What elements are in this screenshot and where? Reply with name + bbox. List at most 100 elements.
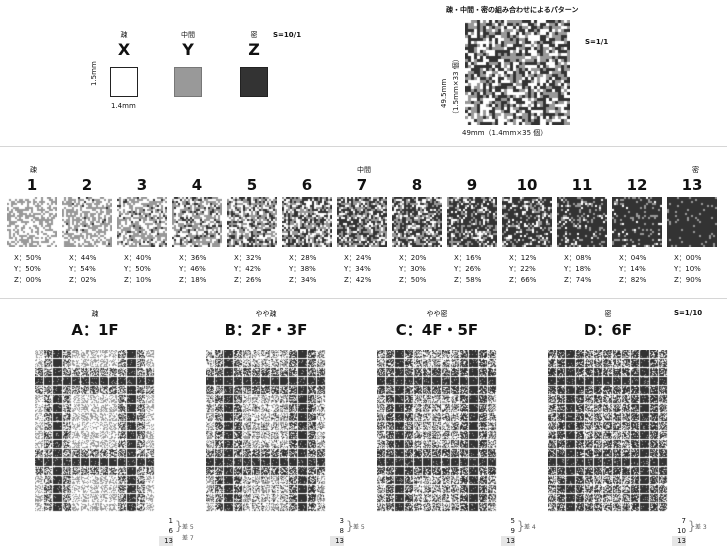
density-z-percent: Z：74% <box>564 276 592 284</box>
width-dimension: 1.4mm <box>111 102 136 110</box>
floor-mix-number: 10 <box>677 527 686 535</box>
density-y-percent: Y：38% <box>289 265 316 273</box>
density-percentages: X：08% Y：18% Z：74% <box>554 253 606 286</box>
density-number: 13 <box>681 176 703 194</box>
scale-label-floors: S=1/10 <box>674 309 703 317</box>
floor-mix-numbers: 5 9 13 <box>501 516 515 546</box>
density-percentages: X：00% Y：10% Z：90% <box>664 253 716 286</box>
material-y-letter: Y <box>182 40 194 59</box>
material-z-density: 密 <box>250 31 258 39</box>
density-y-percent: Y：50% <box>14 265 41 273</box>
density-z-percent: Z：50% <box>399 276 427 284</box>
floor-mix-numbers: 7 10 13 <box>672 516 686 546</box>
floor-pattern-grid <box>206 350 326 512</box>
density-percentages: X：04% Y：14% Z：82% <box>609 253 661 286</box>
density-percentages: X：28% Y：38% Z：34% <box>279 253 331 286</box>
density-percentages: X：50% Y：50% Z：00% <box>4 253 56 286</box>
divider-middle <box>0 298 727 299</box>
floor-title: D：6F <box>583 321 633 339</box>
density-number: 2 <box>81 176 93 194</box>
density-x-percent: X：40% <box>124 254 152 262</box>
floor-pattern-grid <box>35 350 155 512</box>
floor-diff-note: 差 5 <box>353 524 365 531</box>
density-x-percent: X：20% <box>399 254 427 262</box>
density-number: 6 <box>301 176 313 194</box>
density-y-percent: Y：46% <box>179 265 206 273</box>
density-y-percent: Y：30% <box>399 265 426 273</box>
density-x-percent: X：36% <box>179 254 207 262</box>
density-percentages: X：44% Y：54% Z：02% <box>59 253 111 286</box>
divider-top <box>0 146 727 147</box>
floor-mix-number: 9 <box>510 527 515 535</box>
scale-label-left: S=10/1 <box>273 31 302 39</box>
density-percentages: X：24% Y：34% Z：42% <box>334 253 386 286</box>
density-number: 4 <box>191 176 203 194</box>
density-x-percent: X：44% <box>69 254 97 262</box>
density-swatch <box>667 197 717 247</box>
floor-mix-number: 5 <box>510 517 515 525</box>
pattern-width-dimension: 49mm（1.4mm×35 個） <box>462 129 548 137</box>
density-swatch <box>282 197 332 247</box>
density-percentages: X：36% Y：46% Z：18% <box>169 253 221 286</box>
height-dimension: 1.5mm <box>90 61 98 86</box>
floor-mix-number-highlight: 13 <box>330 536 344 546</box>
density-swatch <box>7 197 57 247</box>
floor-density-label: 密 <box>604 310 612 318</box>
density-x-percent: X：04% <box>619 254 647 262</box>
floor-mix-number: 13 <box>159 536 173 546</box>
brace-icon: } <box>175 519 183 533</box>
density-x-percent: X：00% <box>674 254 702 262</box>
material-z-swatch <box>240 67 268 97</box>
floor-diff-note: 差 5 <box>182 524 194 531</box>
material-x-density: 疎 <box>120 31 128 39</box>
density-x-percent: X：32% <box>234 254 262 262</box>
density-percentages: X：32% Y：42% Z：26% <box>224 253 276 286</box>
density-swatch <box>62 197 112 247</box>
material-x-letter: X <box>117 40 131 59</box>
density-y-percent: Y：50% <box>124 265 151 273</box>
density-x-percent: X：28% <box>289 254 317 262</box>
floor-title: A：1F <box>71 321 119 339</box>
floor-density-label: 疎 <box>91 310 99 318</box>
density-z-percent: Z：90% <box>674 276 702 284</box>
material-y-swatch <box>174 67 202 97</box>
density-percentages: X：20% Y：30% Z：50% <box>389 253 441 286</box>
floor-mix-number: 13 <box>672 536 686 546</box>
density-y-percent: Y：18% <box>564 265 591 273</box>
density-swatch <box>612 197 662 247</box>
density-x-percent: X：50% <box>14 254 42 262</box>
floor-mix-number: 13 <box>501 536 515 546</box>
density-swatch <box>227 197 277 247</box>
material-x-swatch <box>110 67 138 97</box>
material-y-density: 中間 <box>181 31 195 39</box>
density-z-percent: Z：34% <box>289 276 317 284</box>
density-z-percent: Z：10% <box>124 276 152 284</box>
density-z-percent: Z：26% <box>234 276 262 284</box>
density-label-mid: 中間 <box>357 166 371 174</box>
density-x-percent: X：12% <box>509 254 537 262</box>
floor-pattern-grid <box>548 350 668 512</box>
density-swatch <box>557 197 607 247</box>
density-z-percent: Z：58% <box>454 276 482 284</box>
floor-mix-number: 3 <box>339 517 344 525</box>
density-percentages: X：12% Y：22% Z：66% <box>499 253 551 286</box>
density-swatch <box>172 197 222 247</box>
floor-diff-note-2: 差 7 <box>182 535 194 542</box>
density-swatch <box>117 197 167 247</box>
density-x-percent: X：08% <box>564 254 592 262</box>
floor-mix-number-highlight: 13 <box>672 536 686 546</box>
density-label-dense: 密 <box>692 166 699 174</box>
combined-pattern-swatch <box>465 20 570 125</box>
pattern-height-dimension: 49.5mm <box>440 78 448 108</box>
scale-label-right: S=1/1 <box>585 38 609 46</box>
density-x-percent: X：24% <box>344 254 372 262</box>
floor-mix-number: 13 <box>330 536 344 546</box>
density-y-percent: Y：42% <box>234 265 261 273</box>
density-swatch <box>447 197 497 247</box>
floor-diff-note: 差 4 <box>524 524 536 531</box>
density-y-percent: Y：10% <box>674 265 701 273</box>
density-number: 8 <box>411 176 423 194</box>
floor-mix-numbers: 1 6 13 <box>159 516 173 546</box>
floor-mix-number: 6 <box>168 527 173 535</box>
density-swatch <box>392 197 442 247</box>
